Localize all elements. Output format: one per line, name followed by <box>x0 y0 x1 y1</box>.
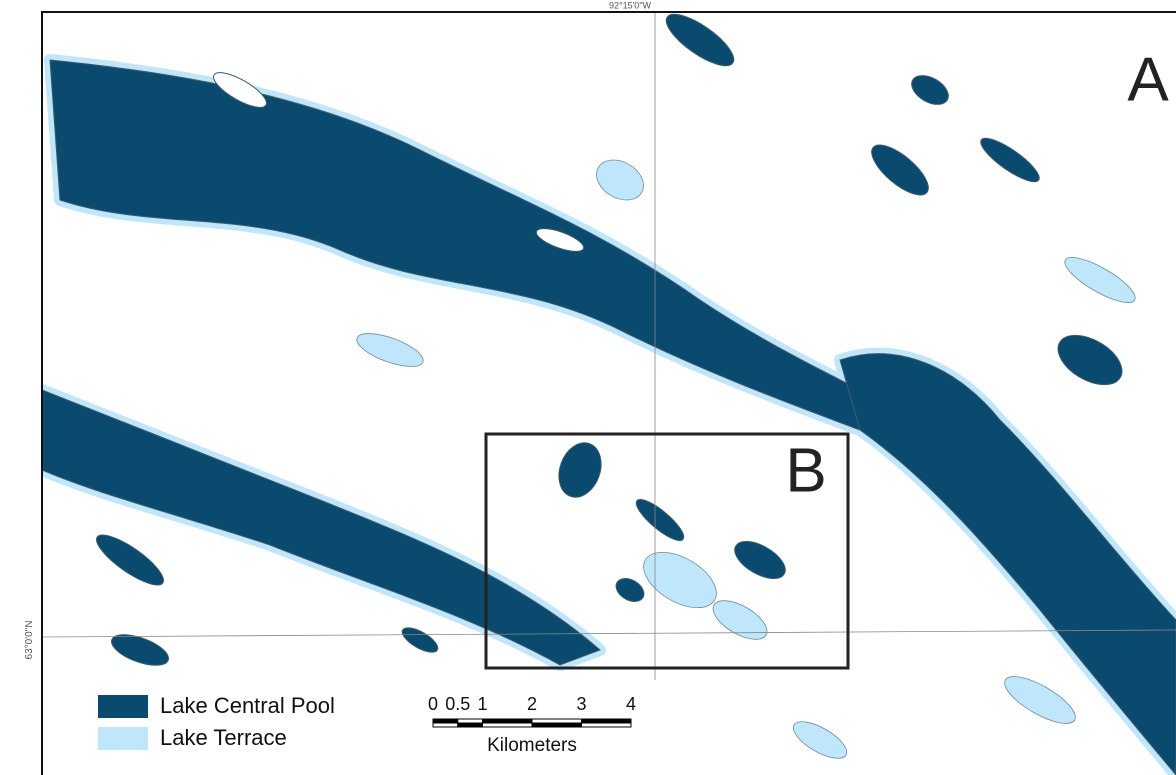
coordinate-label: 63°0'0"N <box>24 621 35 660</box>
scale-label: 1 <box>477 694 487 714</box>
scale-segment <box>532 723 582 727</box>
scale-label: 3 <box>576 694 586 714</box>
scale-label: 4 <box>626 694 636 714</box>
map: 92°15'0"W 63°0'0"N B A Lake Central Pool… <box>0 0 1176 775</box>
scale-segment <box>433 723 458 727</box>
legend-label: Lake Central Pool <box>160 693 335 718</box>
coordinate-label: 92°15'0"W <box>609 0 652 10</box>
scale-unit: Kilometers <box>487 735 577 756</box>
legend-swatch <box>98 727 148 750</box>
scale-segment <box>458 719 483 723</box>
legend-label: Lake Terrace <box>160 725 287 750</box>
scale-label: 0 <box>428 694 438 714</box>
legend-swatch <box>98 695 148 718</box>
inset-label: B <box>785 436 826 505</box>
scale-segment <box>483 719 533 723</box>
scale-segment <box>582 719 632 723</box>
scale-segment <box>532 719 582 723</box>
scale-segment <box>582 723 632 727</box>
scale-segment <box>458 723 483 727</box>
scale-label: 0.5 <box>445 694 470 714</box>
page: Lake map {"map": {"corner_label": "A", "… <box>0 0 1176 775</box>
scale-label: 2 <box>527 694 537 714</box>
corner-label: A <box>1127 45 1169 114</box>
scale-segment <box>433 719 458 723</box>
body: 92°15'0"W 63°0'0"N B A Lake Central Pool… <box>0 0 1176 775</box>
scale-segment <box>483 723 533 727</box>
